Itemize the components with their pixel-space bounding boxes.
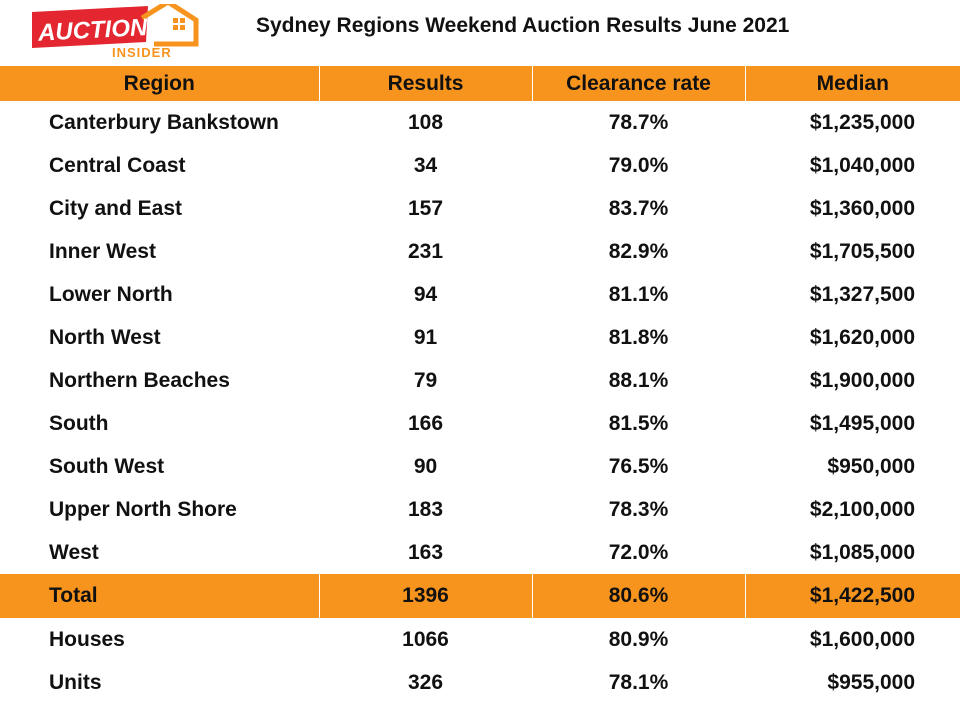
clearance-rate-cell: 80.9%	[608, 627, 669, 651]
region-cell: Units	[49, 670, 102, 694]
median-cell: $1,422,500	[745, 574, 960, 618]
results-cell: 34	[413, 153, 438, 177]
table-row: Canterbury Bankstown 108 78.7% $1,235,000	[0, 101, 960, 144]
logo-banner	[32, 6, 148, 48]
logo-word-auction: AUCTION	[36, 14, 148, 47]
median-cell: $1,360,000	[809, 196, 915, 220]
region-cell: South West	[49, 454, 165, 478]
region-cell: Northern Beaches	[49, 368, 230, 392]
clearance-rate-cell: 81.1%	[608, 282, 669, 306]
region-cell: Upper North Shore	[49, 497, 237, 521]
table-row: Units 326 78.1% $955,000	[0, 661, 960, 704]
page-title: Sydney Regions Weekend Auction Results J…	[256, 14, 790, 37]
table-row: Northern Beaches 79 88.1% $1,900,000	[0, 359, 960, 402]
clearance-rate-cell: 79.0%	[608, 153, 669, 177]
clearance-rate-cell: 80.6%	[532, 574, 746, 618]
auction-results-table: Region Results Clearance rate Median Can…	[0, 66, 960, 704]
table-row: City and East 157 83.7% $1,360,000	[0, 187, 960, 230]
header-row: Region Results Clearance rate Median	[0, 66, 960, 101]
clearance-rate-cell: 81.5%	[608, 411, 669, 435]
region-cell: South	[49, 411, 109, 435]
results-cell: 108	[407, 110, 444, 134]
median-cell: $1,495,000	[809, 411, 915, 435]
region-cell: Lower North	[49, 282, 173, 306]
clearance-rate-cell: 82.9%	[608, 239, 669, 263]
logo-word-insider: INSIDER	[112, 45, 172, 60]
region-cell: North West	[49, 325, 161, 349]
results-cell: 166	[407, 411, 444, 435]
clearance-rate-cell: 81.8%	[608, 325, 669, 349]
median-cell: $1,900,000	[809, 368, 915, 392]
total-row: Total 1396 80.6% $1,422,500	[0, 574, 960, 618]
column-header: Clearance rate	[532, 66, 746, 101]
region-cell: West	[49, 540, 99, 564]
column-header: Results	[319, 66, 533, 101]
clearance-rate-cell: 88.1%	[608, 368, 669, 392]
median-cell: $1,600,000	[809, 627, 915, 651]
results-cell: 1396	[319, 574, 533, 618]
results-cell: 231	[407, 239, 444, 263]
median-cell: $1,705,500	[809, 239, 915, 263]
region-cell: Canterbury Bankstown	[49, 110, 279, 134]
results-cell: 326	[407, 670, 444, 694]
results-cell: 79	[413, 368, 438, 392]
results-cell: 183	[407, 497, 444, 521]
results-cell: 94	[413, 282, 438, 306]
logo-house-icon	[140, 4, 199, 47]
column-header: Median	[745, 66, 960, 101]
table-row: Central Coast 34 79.0% $1,040,000	[0, 144, 960, 187]
results-cell: 1066	[402, 627, 449, 651]
auction-insider-logo: AUCTION INSIDER	[32, 4, 199, 60]
median-cell: $955,000	[827, 670, 915, 694]
median-cell: $1,235,000	[809, 110, 915, 134]
column-header: Region	[0, 66, 320, 101]
median-cell: $1,327,500	[809, 282, 915, 306]
region-cell: Total	[0, 574, 320, 618]
region-cell: Central Coast	[49, 153, 186, 177]
table-row: Inner West 231 82.9% $1,705,500	[0, 230, 960, 273]
clearance-rate-cell: 72.0%	[608, 540, 669, 564]
table-row: Lower North 94 81.1% $1,327,500	[0, 273, 960, 316]
results-cell: 90	[413, 454, 438, 478]
median-cell: $950,000	[827, 454, 915, 478]
table-row: South West 90 76.5% $950,000	[0, 445, 960, 488]
clearance-rate-cell: 83.7%	[608, 196, 669, 220]
median-cell: $1,620,000	[809, 325, 915, 349]
results-cell: 157	[407, 196, 444, 220]
clearance-rate-cell: 78.7%	[608, 110, 669, 134]
median-cell: $1,040,000	[809, 153, 915, 177]
median-cell: $2,100,000	[809, 497, 915, 521]
logo-window-icon	[173, 18, 185, 30]
table-row: West 163 72.0% $1,085,000	[0, 531, 960, 574]
region-cell: Houses	[49, 627, 125, 651]
table-row: Houses 1066 80.9% $1,600,000	[0, 618, 960, 661]
clearance-rate-cell: 76.5%	[608, 454, 669, 478]
region-cell: Inner West	[49, 239, 156, 263]
table-row: Upper North Shore 183 78.3% $2,100,000	[0, 488, 960, 531]
clearance-rate-cell: 78.3%	[608, 497, 669, 521]
clearance-rate-cell: 78.1%	[608, 670, 669, 694]
region-cell: City and East	[49, 196, 183, 220]
table-row: South 166 81.5% $1,495,000	[0, 402, 960, 445]
median-cell: $1,085,000	[809, 540, 915, 564]
table-row: North West 91 81.8% $1,620,000	[0, 316, 960, 359]
results-cell: 163	[407, 540, 444, 564]
results-cell: 91	[413, 325, 438, 349]
